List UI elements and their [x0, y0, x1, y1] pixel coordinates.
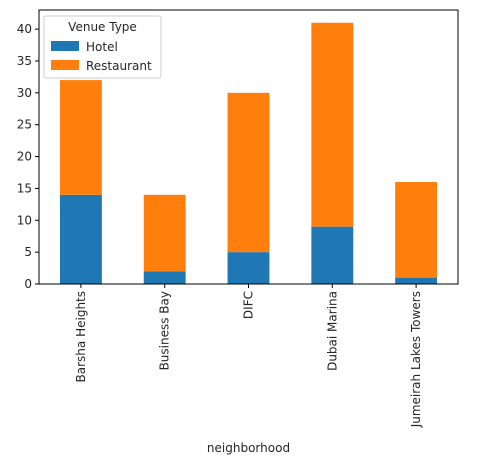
x-tick-label-barsha-heights: Barsha Heights	[74, 291, 88, 382]
x-tick-label-jumeirah-lakes-towers: Jumeirah Lakes Towers	[409, 291, 423, 428]
bar-barsha-heights-restaurant	[59, 80, 102, 195]
legend-title: Venue Type	[68, 20, 137, 34]
bar-jumeirah-lakes-towers-restaurant	[395, 182, 438, 278]
y-tick-label: 40	[17, 22, 32, 36]
bar-barsha-heights-hotel	[59, 194, 102, 284]
legend-entry-hotel: Hotel	[86, 40, 118, 54]
x-tick-label-dubai-marina: Dubai Marina	[325, 291, 339, 371]
bar-business-bay-hotel	[143, 271, 186, 284]
bar-difc-hotel	[227, 252, 270, 284]
bar-dubai-marina-hotel	[311, 226, 354, 284]
bar-group	[59, 22, 438, 284]
x-axis: Barsha Heights Business Bay DIFC Dubai Mari…	[74, 284, 423, 428]
bar-difc-restaurant	[227, 92, 270, 253]
plot-frame	[38, 9, 459, 285]
y-tick-label: 25	[17, 118, 32, 132]
y-tick-label: 35	[17, 54, 32, 68]
legend: Venue Type Hotel Restaurant	[43, 15, 162, 79]
y-tick-label: 5	[24, 245, 32, 259]
legend-swatch-restaurant	[51, 60, 79, 70]
x-tick-label-difc: DIFC	[242, 291, 256, 319]
y-tick-label: 20	[17, 150, 32, 164]
y-tick-label: 10	[17, 213, 32, 227]
y-tick-label: 0	[24, 277, 32, 291]
y-tick-label: 30	[17, 86, 32, 100]
y-tick-label: 15	[17, 181, 32, 195]
bar-business-bay-restaurant	[143, 194, 186, 272]
legend-swatch-hotel	[51, 41, 79, 51]
y-axis: 0 5 10 15 20 25 30 35 40	[17, 22, 39, 291]
x-tick-label-business-bay: Business Bay	[158, 291, 172, 370]
legend-entry-restaurant: Restaurant	[86, 59, 152, 73]
bar-jumeirah-lakes-towers-hotel	[395, 277, 438, 284]
x-axis-label: neighborhood	[207, 441, 290, 455]
bar-dubai-marina-restaurant	[311, 22, 354, 227]
